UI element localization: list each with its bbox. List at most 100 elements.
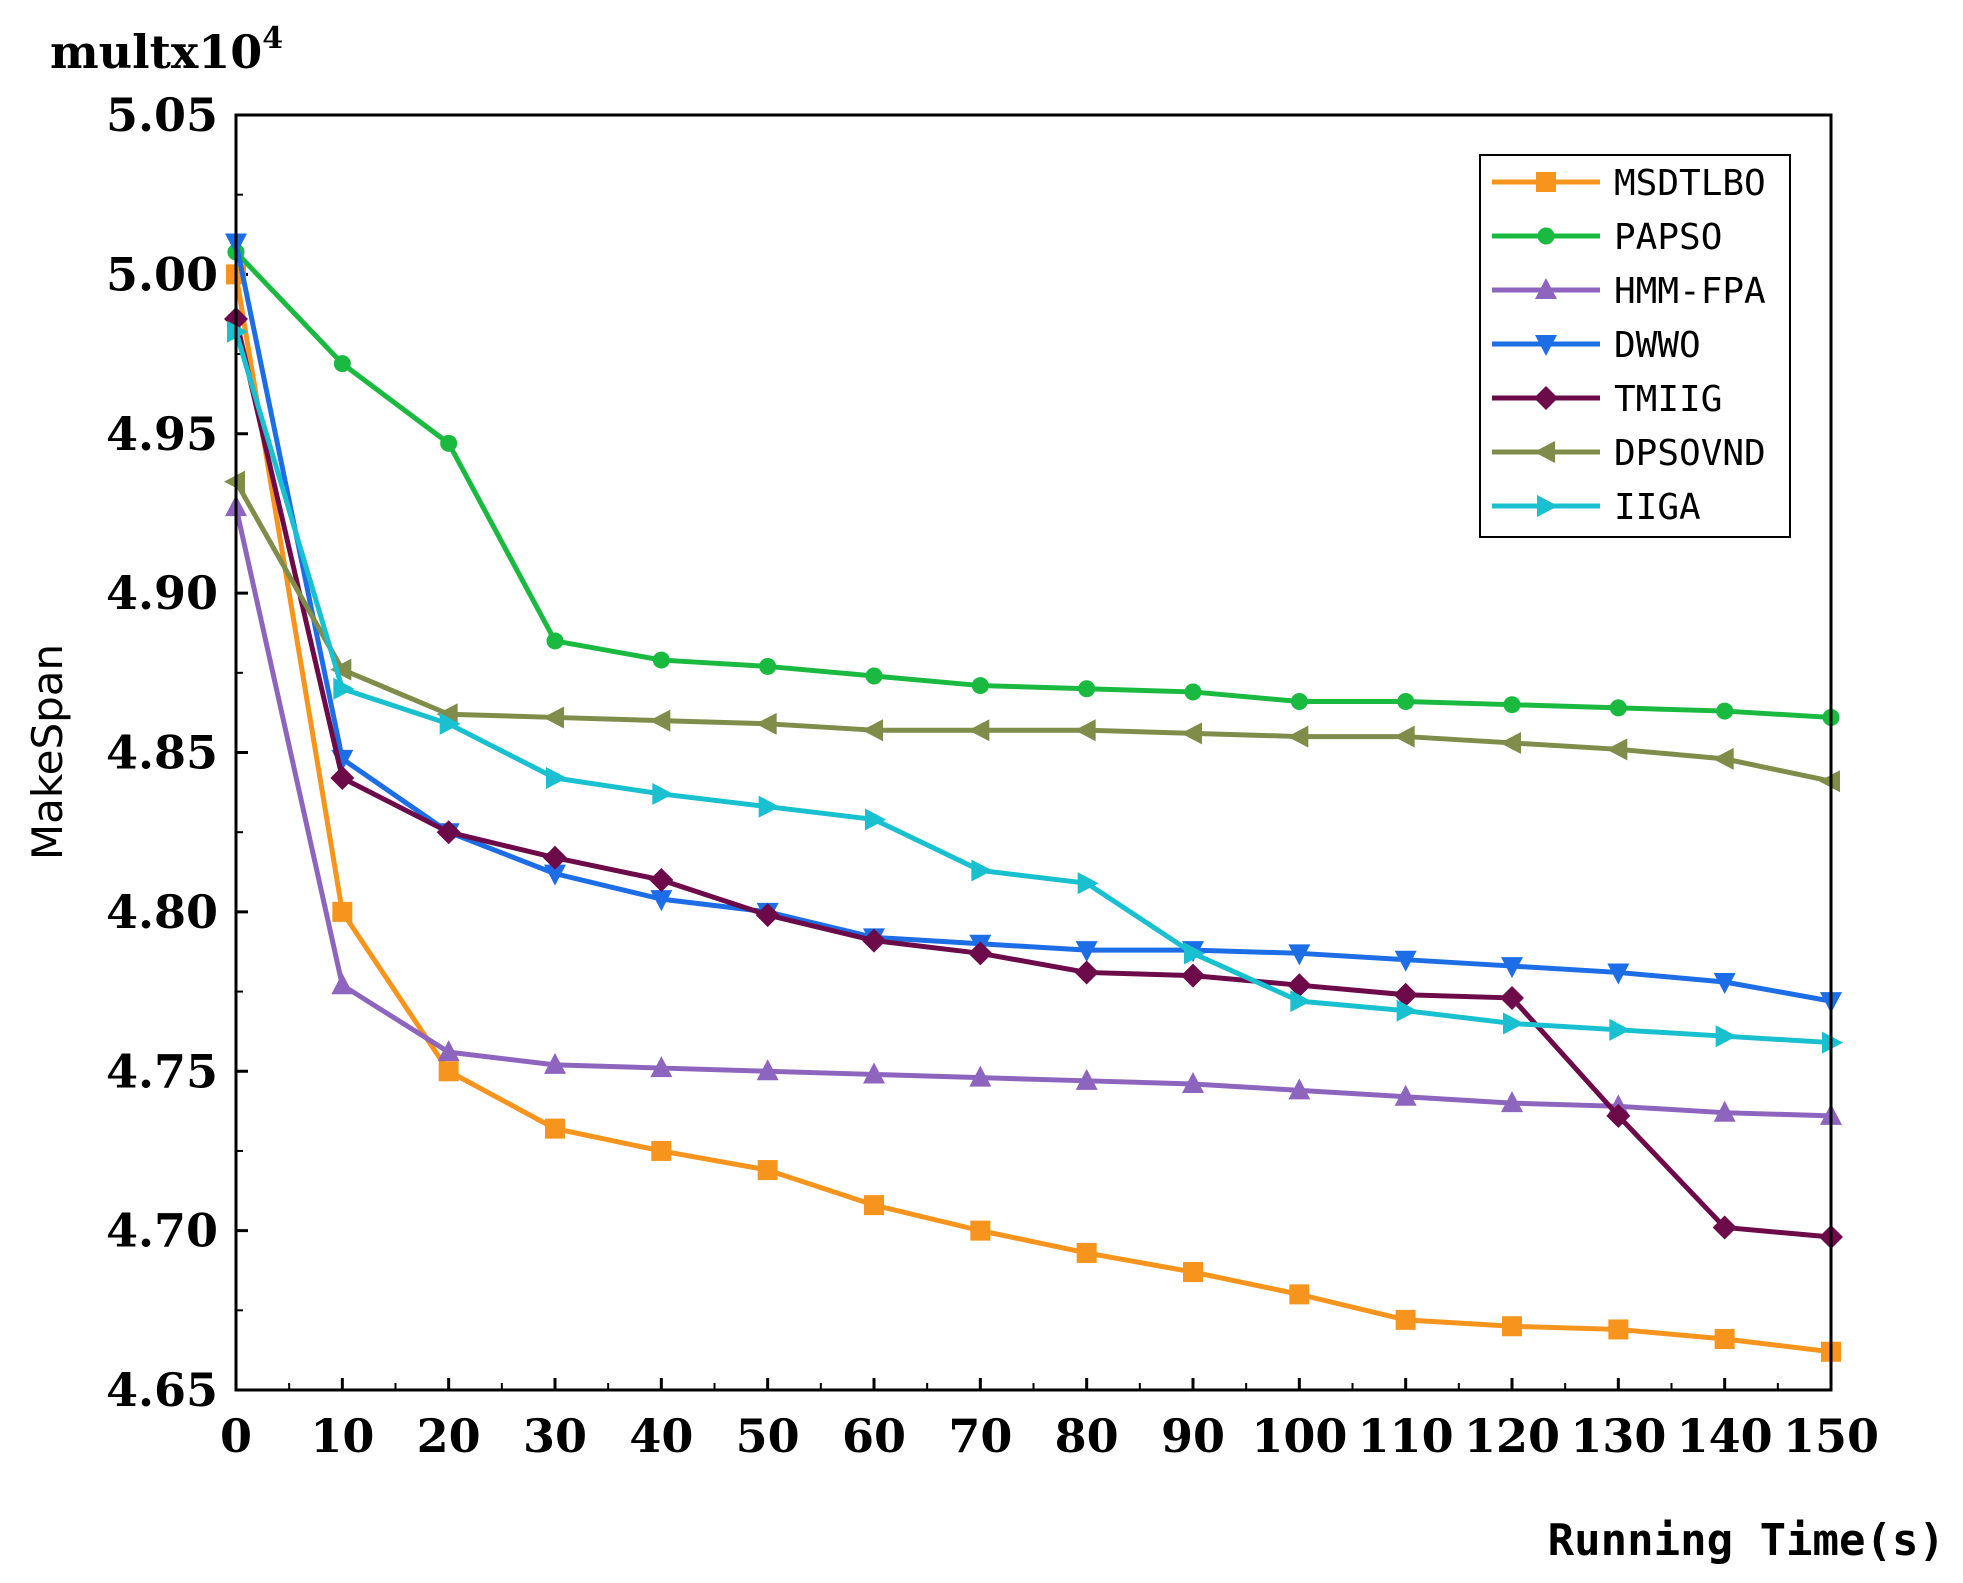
data-point-msdtlbo (1395, 1309, 1416, 1330)
data-point-tmiig (1181, 963, 1205, 988)
legend-label: PAPSO (1614, 217, 1722, 258)
series-line-hmm-fpa (233, 506, 1832, 1119)
data-point-msdtlbo (1714, 1329, 1735, 1349)
data-point-hmm-fpa (1288, 1078, 1311, 1100)
data-point-dpsovnd (1500, 731, 1521, 754)
series-line-papso (234, 250, 1832, 720)
data-point-msdtlbo (1608, 1319, 1629, 1340)
data-point-iiga (1715, 1025, 1737, 1048)
data-point-dwwo (1394, 950, 1417, 972)
x-tick-label: 120 (1464, 1409, 1560, 1463)
x-tick-label: 80 (1055, 1409, 1119, 1463)
series-line-tmiig (233, 318, 1832, 1240)
data-point-papso (546, 632, 564, 650)
series-lines (224, 233, 1843, 1362)
data-point-tmiig (436, 820, 461, 845)
y-multiplier: multx104 (50, 21, 283, 79)
data-point-dpsovnd (1181, 722, 1202, 745)
data-point-dpsovnd (862, 719, 883, 742)
series-line-dwwo (233, 241, 1832, 1004)
legend-item-iiga: IIGA (1492, 487, 1701, 528)
data-point-dpsovnd (968, 719, 990, 742)
x-tick-label: 110 (1358, 1409, 1454, 1463)
data-point-hmm-fpa (650, 1056, 673, 1078)
data-point-hmm-fpa (544, 1052, 566, 1074)
legend-item-msdtlbo: MSDTLBO (1492, 163, 1766, 204)
data-point-tmiig (1500, 985, 1524, 1010)
data-point-hmm-fpa (331, 973, 354, 995)
data-point-iiga (1609, 1018, 1631, 1041)
y-tick-label: 4.70 (106, 1204, 218, 1258)
data-point-iiga (333, 677, 355, 700)
data-point-dwwo (1075, 941, 1098, 963)
data-point-msdtlbo (864, 1195, 884, 1216)
legend-label: TMIIG (1614, 379, 1722, 420)
legend-item-dwwo: DWWO (1492, 325, 1701, 366)
x-tick-label: 10 (310, 1409, 374, 1463)
data-point-dpsovnd (1606, 738, 1628, 761)
y-tick-labels: 4.65 4.70 4.75 4.80 4.85 4.90 4.95 5.00 5.05 (106, 88, 218, 1417)
series-line-dpsovnd (233, 480, 1832, 784)
data-point-iiga (865, 808, 886, 831)
data-point-iiga (439, 712, 461, 735)
data-point-iiga (971, 859, 993, 882)
data-point-msdtlbo (1183, 1262, 1203, 1283)
series-tmiig (224, 307, 1843, 1249)
data-point-dwwo (1607, 963, 1630, 985)
y-tick-label: 4.90 (106, 566, 218, 620)
legend-marker (1534, 386, 1558, 410)
legend-marker (1537, 227, 1555, 245)
data-point-iiga (1396, 999, 1418, 1022)
data-point-dpsovnd (1393, 725, 1415, 748)
data-point-msdtlbo (332, 901, 353, 922)
legend-item-dpsovnd: DPSOVND (1492, 433, 1766, 474)
y-tick-label: 4.95 (106, 407, 218, 461)
data-point-iiga (1077, 872, 1099, 895)
data-point-iiga (1290, 990, 1312, 1013)
data-point-tmiig (1074, 960, 1099, 985)
data-point-msdtlbo (1289, 1284, 1310, 1305)
data-point-papso (440, 434, 458, 452)
x-tick-label: 130 (1570, 1409, 1666, 1463)
data-point-dwwo (1713, 973, 1736, 994)
data-point-dwwo (544, 864, 566, 886)
legend-marker (1535, 278, 1557, 299)
y-multiplier-exponent: 4 (262, 21, 283, 56)
data-point-msdtlbo (1502, 1316, 1522, 1337)
legend-label: HMM-FPA (1614, 271, 1766, 312)
data-point-tmiig (330, 766, 355, 790)
x-tick-label: 20 (417, 1409, 481, 1463)
x-tick-label: 40 (629, 1409, 693, 1463)
data-point-tmiig (755, 903, 780, 928)
data-point-dwwo (650, 890, 673, 912)
x-tick-label: 100 (1251, 1409, 1347, 1463)
data-point-msdtlbo (545, 1118, 565, 1139)
data-point-tmiig (862, 928, 886, 953)
y-tick-label: 5.00 (106, 247, 218, 301)
series-msdtlbo (226, 264, 1841, 1362)
x-tick-label: 150 (1783, 1409, 1879, 1463)
data-point-dwwo (1288, 944, 1311, 966)
data-point-msdtlbo (651, 1140, 672, 1161)
legend-marker (1535, 335, 1557, 356)
data-point-hmm-fpa (1075, 1068, 1098, 1090)
data-point-dpsovnd (330, 658, 352, 681)
data-point-papso (1397, 693, 1415, 710)
data-point-iiga (1184, 942, 1205, 965)
legend-label: IIGA (1614, 487, 1701, 528)
data-point-dwwo (1501, 957, 1523, 979)
data-point-dpsovnd (755, 712, 777, 735)
x-tick-label: 30 (523, 1409, 587, 1463)
data-point-papso (1184, 683, 1202, 701)
data-point-tmiig (1606, 1103, 1631, 1128)
data-point-iiga (546, 767, 567, 789)
data-point-tmiig (1287, 973, 1312, 998)
data-point-papso (971, 677, 989, 695)
data-point-hmm-fpa (437, 1040, 460, 1062)
y-tick-label: 4.80 (106, 885, 218, 939)
data-point-hmm-fpa (1713, 1100, 1736, 1122)
series-line-iiga (233, 331, 1832, 1046)
data-point-tmiig (1712, 1215, 1737, 1240)
x-tick-label: 140 (1677, 1409, 1773, 1463)
data-point-tmiig (649, 868, 674, 892)
